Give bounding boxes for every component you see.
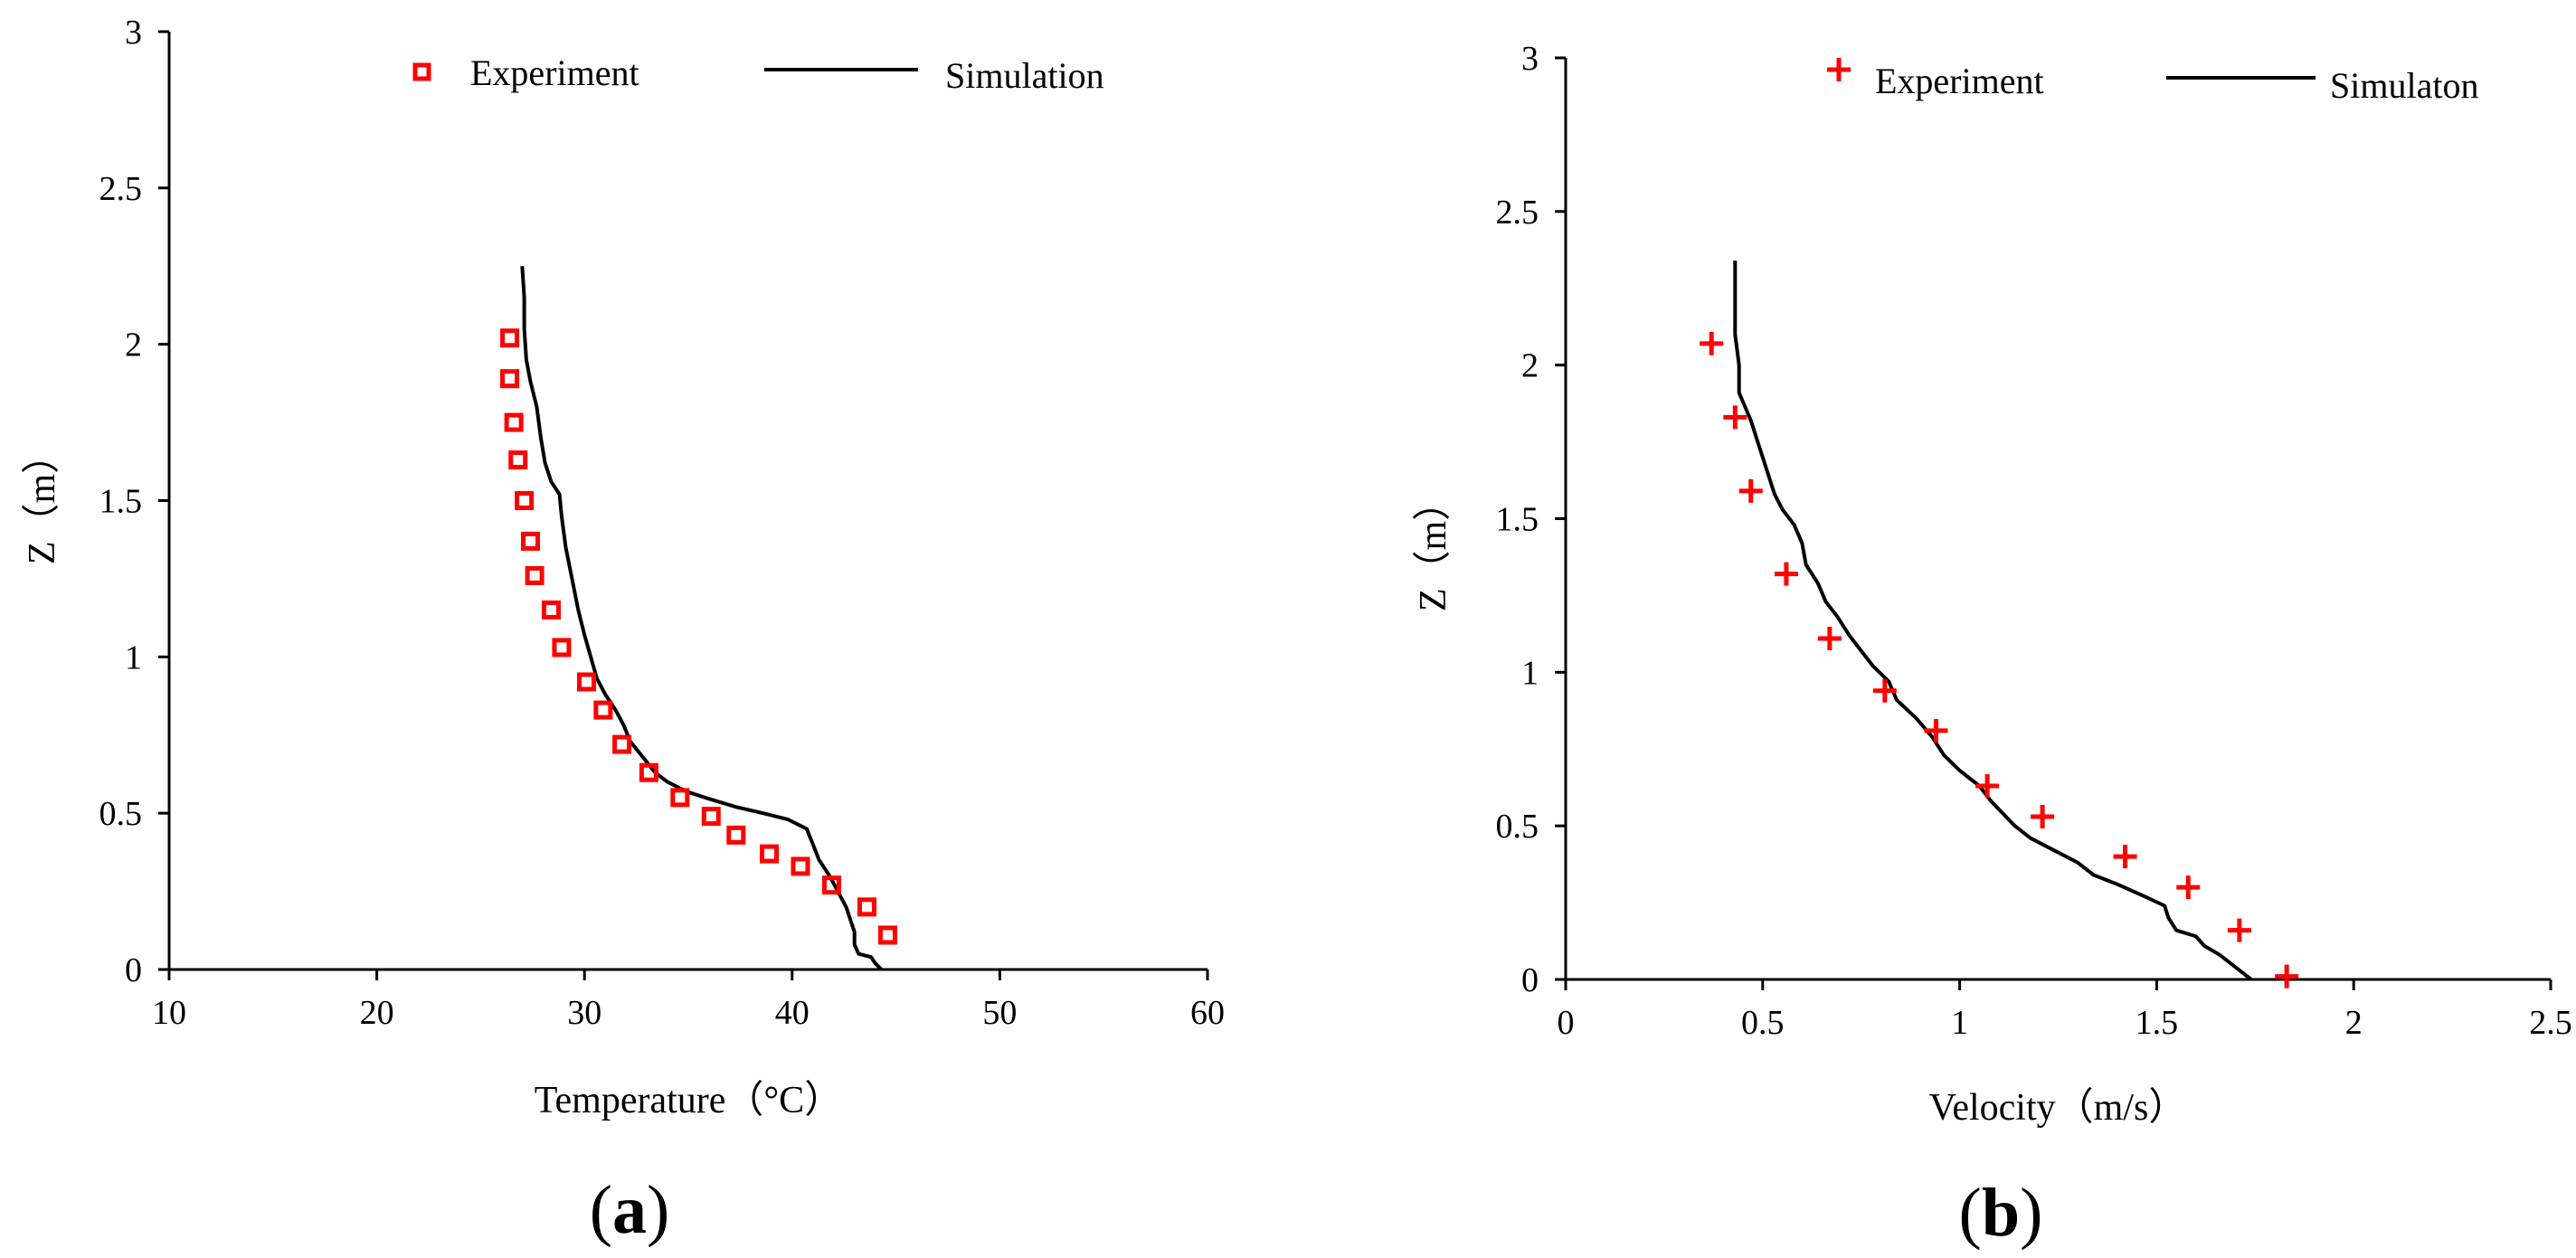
chart-b-experiment-point — [2113, 845, 2137, 869]
chart-b-x-tick-label: 0 — [1558, 1004, 1575, 1042]
chart-a: 0 0.5 1 1.5 2 2.5 3 10 20 30 40 50 60 Experiment Si… — [22, 14, 1225, 1248]
chart-b-experiment-point — [2275, 964, 2299, 988]
chart-b-simulation-line — [1733, 260, 2253, 981]
chart-b-experiment-point — [1723, 405, 1747, 430]
chart-b-experiment-point — [1872, 678, 1897, 703]
chart-b-y-tick-label: 0 — [1521, 961, 1539, 999]
chart-b-x-ticks: 0 0.5 1 1.5 2 2.5 — [1558, 979, 2572, 1042]
chart-b-experiment-point — [2176, 875, 2201, 900]
chart-b-x-tick-label: 0.5 — [1741, 1004, 1785, 1042]
chart-a-experiment-point — [821, 875, 841, 895]
chart-a-x-ticks: 10 20 30 40 50 60 — [152, 970, 1225, 1032]
chart-b-y-tick-label: 2.5 — [1496, 194, 1539, 232]
chart-a-x-axis-title: Temperature（°C） — [535, 1080, 842, 1121]
chart-a-experiment-point — [525, 565, 545, 585]
chart-a-experiment-point — [670, 788, 690, 808]
chart-a-panel-label: (a) — [590, 1172, 670, 1248]
chart-a-y-tick-label: 3 — [125, 14, 142, 52]
chart-b-experiment-point — [1738, 478, 1763, 503]
chart-b: 0 0.5 1 1.5 2 2.5 3 0 0.5 1 1.5 2 2.5 Experiment Si… — [1413, 40, 2572, 1251]
chart-a-simulation-series — [520, 266, 883, 971]
chart-b-legend-experiment-marker — [1827, 58, 1851, 81]
chart-a-x-tick-label: 10 — [152, 994, 186, 1032]
chart-a-simulation-line — [520, 266, 883, 971]
chart-b-panel-label: (b) — [1959, 1175, 2043, 1251]
chart-a-x-tick-label: 60 — [1190, 994, 1225, 1032]
chart-a-experiment-point — [552, 638, 572, 657]
chart-b-x-tick-label: 2.5 — [2529, 1004, 2572, 1042]
chart-b-y-tick-label: 0.5 — [1496, 808, 1539, 846]
chart-a-experiment-point — [726, 825, 746, 845]
chart-a-experiment-series — [500, 328, 897, 945]
chart-a-y-tick-label: 1 — [125, 638, 142, 676]
chart-a-experiment-point — [791, 856, 810, 876]
chart-b-experiment-point — [1774, 562, 1798, 586]
chart-a-x-tick-label: 50 — [982, 994, 1017, 1032]
chart-b-legend: Experiment Simulaton — [1827, 58, 2478, 106]
chart-b-experiment-point — [2227, 918, 2251, 942]
chart-b-experiment-point — [1924, 718, 1948, 743]
chart-a-experiment-point — [504, 412, 524, 432]
chart-a-experiment-point — [541, 600, 561, 620]
chart-a-y-tick-label: 2.5 — [99, 170, 143, 208]
chart-b-legend-experiment-label: Experiment — [1875, 61, 2044, 101]
chart-a-legend-experiment-marker — [412, 62, 431, 81]
chart-a-legend-experiment-label: Experiment — [470, 52, 639, 93]
chart-b-experiment-point — [1700, 331, 1724, 355]
chart-b-y-tick-label: 2 — [1521, 347, 1539, 385]
chart-b-y-axis-title: Z（m） — [1413, 483, 1454, 611]
chart-b-x-tick-label: 1 — [1951, 1004, 1968, 1042]
chart-a-y-tick-label: 0 — [125, 951, 142, 989]
chart-a-y-tick-label: 0.5 — [99, 795, 143, 833]
chart-b-x-tick-label: 1.5 — [2136, 1004, 2179, 1042]
chart-b-experiment-series — [1700, 331, 2299, 988]
chart-a-experiment-point — [701, 807, 721, 827]
chart-a-experiment-point — [508, 450, 528, 470]
chart-a-experiment-point — [576, 672, 596, 692]
chart-b-experiment-point — [1817, 626, 1842, 650]
chart-a-experiment-point — [612, 734, 632, 754]
chart-b-simulation-series — [1733, 260, 2253, 981]
chart-b-x-axis-title: Velocity（m/s） — [1929, 1087, 2187, 1129]
chart-a-experiment-point — [760, 844, 780, 864]
chart-a-experiment-point — [515, 491, 535, 510]
chart-a-x-tick-label: 20 — [360, 994, 394, 1032]
chart-b-legend-simulation-label: Simulaton — [2330, 65, 2478, 106]
chart-a-experiment-point — [500, 369, 520, 389]
chart-b-y-tick-label: 3 — [1521, 40, 1539, 78]
chart-a-legend-simulation-label: Simulation — [945, 55, 1104, 96]
chart-a-x-tick-label: 40 — [775, 994, 810, 1032]
chart-b-experiment-point — [1975, 774, 2000, 799]
chart-a-experiment-point — [593, 700, 613, 720]
chart-a-axes: 0 0.5 1 1.5 2 2.5 3 10 20 30 40 50 60 — [99, 14, 1226, 1032]
chart-a-experiment-point — [877, 925, 897, 945]
chart-a-y-axis-title: Z（m） — [22, 436, 63, 564]
chart-a-y-ticks: 0 0.5 1 1.5 2 2.5 3 — [99, 14, 169, 989]
chart-b-axes: 0 0.5 1 1.5 2 2.5 3 0 0.5 1 1.5 2 2.5 — [1496, 40, 2572, 1042]
chart-b-x-tick-label: 2 — [2345, 1004, 2363, 1042]
chart-a-experiment-point — [857, 897, 876, 917]
chart-a-legend: Experiment Simulation — [412, 52, 1104, 96]
chart-a-experiment-point — [521, 531, 541, 551]
chart-a-y-tick-label: 1.5 — [99, 483, 143, 521]
chart-a-experiment-point — [639, 762, 658, 782]
chart-b-y-tick-label: 1.5 — [1496, 501, 1539, 539]
chart-a-experiment-point — [500, 328, 520, 348]
chart-a-y-tick-label: 2 — [125, 326, 142, 364]
chart-b-y-tick-label: 1 — [1521, 654, 1539, 692]
chart-b-experiment-point — [2031, 804, 2055, 828]
chart-a-x-tick-label: 30 — [567, 994, 601, 1032]
chart-b-y-ticks: 0 0.5 1 1.5 2 2.5 3 — [1496, 40, 1566, 999]
